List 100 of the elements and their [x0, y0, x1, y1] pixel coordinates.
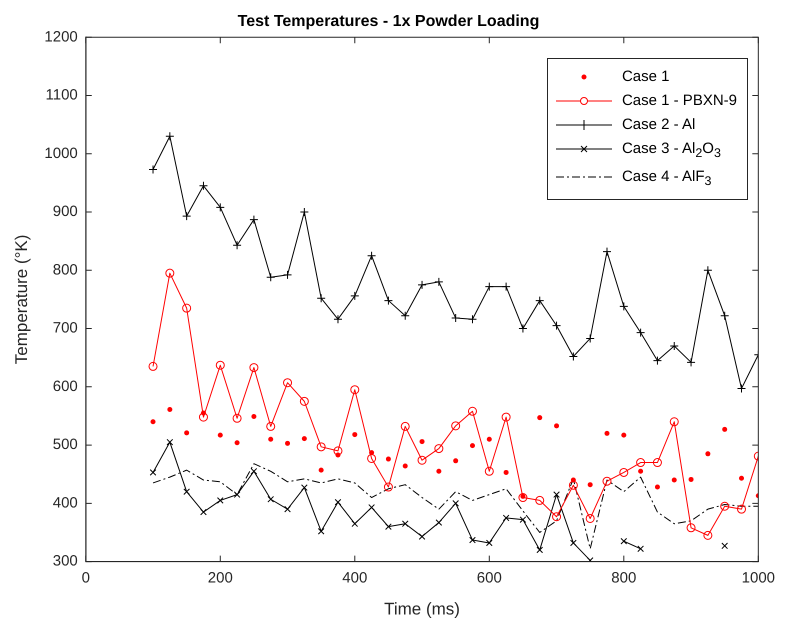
point	[183, 488, 190, 496]
point	[167, 407, 172, 412]
point	[720, 502, 730, 511]
point	[402, 520, 409, 528]
point	[620, 538, 628, 545]
point	[703, 266, 712, 275]
point	[216, 497, 224, 504]
point	[570, 478, 576, 483]
point	[200, 508, 207, 516]
point	[504, 470, 509, 475]
point	[602, 476, 612, 486]
point	[249, 363, 258, 372]
point	[570, 540, 577, 546]
point	[568, 480, 578, 490]
point	[350, 291, 360, 300]
point	[486, 436, 492, 442]
x-axis-title: Time (ms)	[384, 599, 460, 618]
point	[234, 491, 240, 498]
x-tick-label: 400	[342, 570, 368, 587]
point	[232, 240, 242, 250]
y-tick-label: 400	[52, 494, 78, 512]
point	[284, 506, 291, 512]
x-tick-label: 0	[82, 570, 90, 587]
point	[588, 482, 593, 488]
point	[652, 458, 662, 468]
point	[518, 324, 528, 334]
point	[619, 468, 628, 477]
point	[318, 468, 324, 473]
point	[333, 446, 342, 456]
point	[182, 212, 192, 221]
x-tick-label: 600	[476, 570, 502, 587]
point	[434, 444, 444, 454]
point	[637, 545, 644, 552]
point	[182, 304, 192, 313]
x-tick-label: 1000	[742, 570, 776, 587]
point	[384, 482, 393, 492]
y-tick-label: 500	[52, 436, 78, 454]
point	[316, 294, 326, 303]
point	[216, 360, 225, 370]
point	[737, 384, 746, 394]
point	[619, 302, 628, 311]
point	[739, 476, 744, 481]
point	[502, 412, 511, 422]
point	[302, 436, 307, 442]
point	[670, 417, 679, 426]
point	[451, 314, 460, 323]
point	[283, 378, 292, 388]
point	[165, 268, 174, 278]
point	[638, 468, 644, 474]
point	[250, 468, 258, 475]
point	[452, 500, 459, 507]
x-tick-label: 800	[611, 570, 636, 587]
point	[384, 296, 393, 306]
legend-label: Case 1	[622, 68, 670, 85]
point	[469, 536, 476, 544]
point	[232, 414, 242, 423]
point	[451, 421, 460, 430]
point	[621, 432, 626, 438]
y-tick-label: 300	[52, 552, 78, 570]
point	[148, 164, 158, 174]
point	[334, 498, 342, 506]
point	[200, 410, 206, 416]
point	[553, 491, 560, 498]
point	[453, 458, 458, 464]
point	[350, 385, 360, 394]
point	[285, 440, 290, 446]
point	[536, 546, 544, 554]
point	[686, 358, 696, 367]
point	[368, 504, 375, 511]
point	[721, 542, 728, 550]
point	[654, 484, 660, 490]
x-tick-label: 200	[208, 570, 233, 587]
point	[386, 456, 391, 462]
point	[198, 181, 208, 190]
point	[266, 422, 276, 431]
point	[148, 362, 158, 371]
point	[502, 282, 511, 292]
point	[283, 270, 292, 280]
y-axis-title: Temperature (°K)	[12, 234, 31, 364]
point	[537, 415, 542, 420]
point	[468, 314, 477, 324]
point	[333, 314, 342, 324]
point	[720, 311, 730, 320]
point	[672, 478, 677, 483]
point	[604, 430, 610, 436]
point	[418, 456, 427, 465]
point	[400, 422, 410, 431]
point	[703, 530, 712, 540]
point	[554, 423, 560, 428]
point	[686, 523, 696, 532]
point	[670, 342, 679, 351]
point	[400, 311, 410, 320]
y-tick-label: 1200	[44, 28, 78, 46]
point	[166, 438, 174, 446]
y-tick-label: 800	[52, 261, 78, 278]
legend-label: Case 4 - AlF$_{3}$	[622, 168, 712, 188]
point	[251, 414, 256, 420]
point	[418, 533, 426, 540]
point	[705, 451, 710, 456]
y-tick-label: 1000	[44, 144, 78, 162]
